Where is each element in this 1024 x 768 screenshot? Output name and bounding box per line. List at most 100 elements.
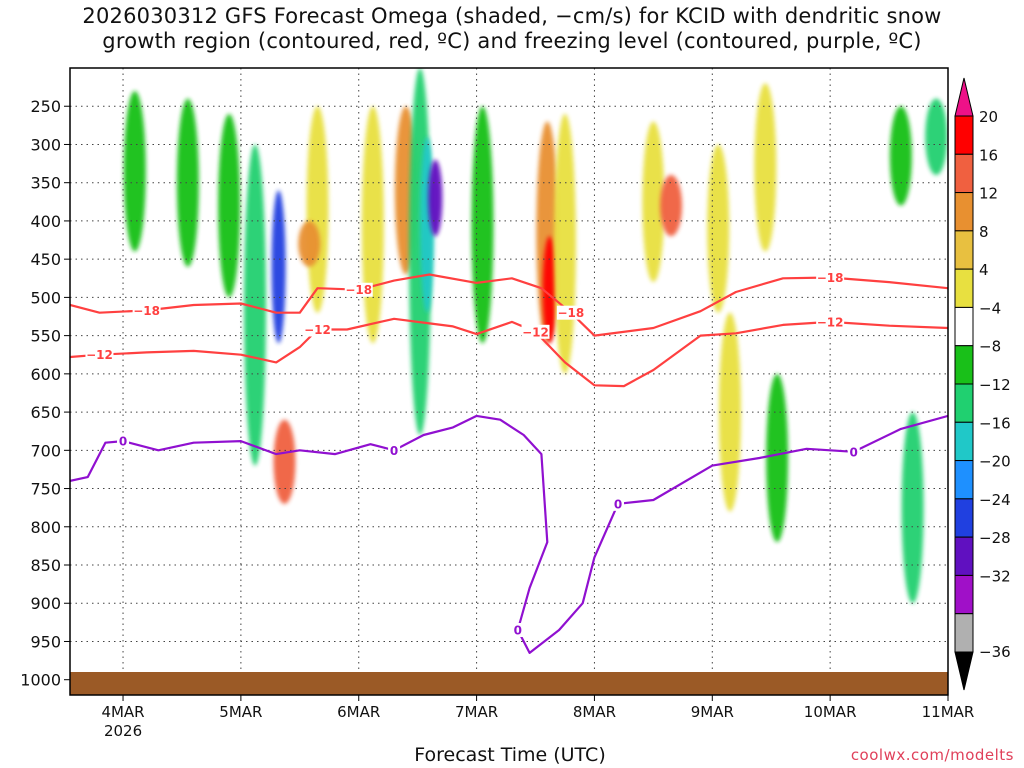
colorbar-label-3: 8 (979, 223, 989, 241)
colorbar-label-13: −36 (979, 643, 1011, 661)
ground-surface (70, 672, 948, 695)
contour-minus12-label-bg-0 (85, 347, 114, 362)
y-tick-label-750: 750 (30, 480, 61, 499)
colorbar-label-6: −8 (979, 338, 1001, 356)
y-tick-label-1000: 1000 (20, 671, 61, 690)
omega-feature-2 (218, 113, 241, 298)
contour-minus12-label-bg-1 (303, 322, 332, 337)
contour-minus12-label-bg-2 (521, 324, 550, 339)
omega-feature-12 (428, 159, 443, 237)
y-tick-label-250: 250 (30, 97, 61, 116)
contour-minus18-label-0: −18 (133, 304, 160, 318)
contour-minus12-label-3: −12 (817, 315, 844, 329)
omega-feature-7 (273, 419, 296, 504)
colorbar-swatch-8 (954, 421, 974, 462)
colorbar: 20 16 12 8 4 −4 −8 −12 −16 −20 −24 −28 −32 −36 (954, 77, 1011, 691)
colorbar-swatch-1 (954, 153, 974, 194)
pressure-axis: 250 300 350 400 450 500 550 600 650 700 750 800 850 9… (20, 97, 70, 690)
contour-minus18-label-3: −18 (817, 271, 844, 285)
chart-title-line-1: 2026030312 GFS Forecast Omega (shaded, −… (82, 4, 942, 28)
contour-minus18-label-bg-3 (816, 270, 845, 285)
contour-zero-label-bg-2 (511, 623, 524, 638)
colorbar-label-10: −24 (979, 491, 1011, 509)
colorbar-swatch-2 (954, 192, 974, 232)
colorbar-label-8: −16 (979, 414, 1011, 432)
omega-feature-0 (123, 90, 146, 252)
contour-zero-label-bg-0 (117, 434, 130, 449)
contour-layer: −18 −18 −18 −18 −12 −12 −12 −12 0 0 0 0 0 (70, 270, 948, 654)
omega-feature-22 (766, 373, 789, 543)
contour-minus18-line (70, 273, 948, 337)
y-tick-label-550: 550 (30, 327, 61, 346)
contour-zero-line (70, 414, 948, 654)
colorbar-label-0: 20 (979, 108, 998, 126)
colorbar-swatch-4 (954, 268, 974, 308)
contour-zero-label-2: 0 (514, 624, 522, 638)
omega-feature-3 (244, 144, 267, 466)
contour-zero-label-1: 0 (390, 444, 398, 458)
plot-area (70, 68, 948, 695)
grid-layer (70, 68, 948, 695)
omega-feature-18 (660, 175, 683, 237)
colorbar-label-2: 12 (979, 185, 998, 203)
contour-zero-label-bg-1 (388, 443, 401, 458)
y-tick-label-650: 650 (30, 403, 61, 422)
contour-minus18-label-bg-1 (344, 282, 373, 297)
plot-frame (69, 67, 949, 696)
chart-title: 2026030312 GFS Forecast Omega (shaded, −… (0, 4, 1024, 54)
x-tick-label-8MAR: 8MAR (573, 703, 616, 721)
y-tick-label-700: 700 (30, 441, 61, 460)
colorbar-swatch-13 (954, 613, 974, 653)
contour-minus18-label-1: −18 (345, 283, 372, 297)
x-tick-label-9MAR: 9MAR (691, 703, 734, 721)
colorbar-label-12: −32 (979, 567, 1011, 585)
colorbar-label-5: −4 (979, 299, 1001, 317)
y-tick-label-500: 500 (30, 288, 61, 307)
omega-feature-5 (306, 106, 329, 313)
y-tick-label-800: 800 (30, 518, 61, 537)
contour-minus12-label-bg-3 (816, 314, 845, 329)
omega-feature-16 (553, 113, 576, 374)
x-tick-label-7MAR: 7MAR (455, 703, 498, 721)
contour-zero-label-3: 0 (614, 497, 622, 511)
colorbar-bottom-arrow (954, 651, 974, 691)
credit-text: coolwx.com/modelts (850, 746, 1014, 764)
contour-minus18-label-bg-2 (556, 305, 585, 320)
y-tick-label-600: 600 (30, 365, 61, 384)
omega-feature-15 (542, 236, 557, 344)
colorbar-top-arrow (954, 77, 974, 117)
y-tick-label-400: 400 (30, 212, 61, 231)
y-tick-label-950: 950 (30, 632, 61, 651)
omega-feature-13 (471, 106, 494, 344)
colorbar-swatch-9 (954, 460, 974, 500)
colorbar-swatch-0 (954, 115, 974, 155)
omega-feature-24 (901, 412, 924, 604)
x-tick-label-5MAR: 5MAR (219, 703, 262, 721)
colorbar-label-7: −12 (979, 376, 1011, 394)
contour-minus12-label-2: −12 (522, 325, 549, 339)
colorbar-swatch-3 (954, 230, 974, 270)
contour-minus18-label-bg-0 (132, 303, 161, 318)
contour-zero-label-bg-4 (847, 444, 860, 459)
colorbar-swatch-11 (954, 536, 974, 576)
omega-feature-21 (718, 312, 741, 512)
x-tick-label-11MAR: 11MAR (922, 703, 975, 721)
contour-zero-label-4: 0 (850, 445, 858, 459)
x-tick-sublabel-4MAR: 2026 (104, 722, 142, 740)
colorbar-swatch-7 (954, 383, 974, 423)
contour-minus12-label-0: −12 (86, 348, 113, 362)
y-tick-label-350: 350 (30, 174, 61, 193)
contour-minus12-label-1: −12 (304, 323, 331, 337)
contour-minus12-line (70, 317, 948, 388)
colorbar-swatch-5 (954, 306, 974, 347)
y-tick-label-900: 900 (30, 594, 61, 613)
omega-feature-20 (754, 83, 777, 252)
omega-feature-1 (176, 98, 199, 267)
omega-feature-25 (925, 98, 948, 176)
x-tick-label-6MAR: 6MAR (337, 703, 380, 721)
x-tick-label-10MAR: 10MAR (804, 703, 857, 721)
colorbar-label-1: 16 (979, 146, 998, 164)
contour-minus18-label-2: −18 (557, 306, 584, 320)
